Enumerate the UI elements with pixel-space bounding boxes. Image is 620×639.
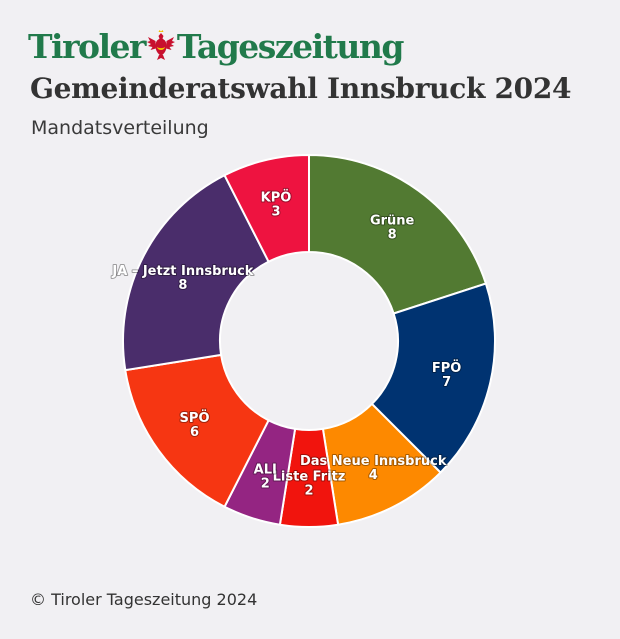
slice-label: Grüne bbox=[370, 214, 415, 229]
donut-slice bbox=[370, 282, 496, 474]
slice-label: Das Neue Innsbruck bbox=[300, 454, 447, 469]
chart-title: Gemeinderatswahl Innsbruck 2024 bbox=[30, 72, 572, 105]
slice-label: ALI bbox=[254, 463, 277, 478]
slice-label: JA – Jetzt Innsbruck bbox=[111, 264, 253, 279]
slice-value-label: 6 bbox=[190, 425, 199, 440]
chart-subtitle: Mandatsverteilung bbox=[31, 117, 209, 139]
slice-value-label: 8 bbox=[388, 228, 397, 243]
donut-slice bbox=[223, 153, 310, 264]
slice-value-label: 2 bbox=[304, 484, 313, 499]
copyright-footer: © Tiroler Tageszeitung 2024 bbox=[30, 590, 258, 609]
slice-label: Liste Fritz bbox=[273, 470, 346, 485]
slice-value-label: 4 bbox=[369, 468, 378, 483]
donut-slice bbox=[308, 153, 488, 315]
slice-label: KPÖ bbox=[261, 189, 292, 205]
slice-value-label: 7 bbox=[442, 375, 451, 390]
slice-value-label: 8 bbox=[178, 278, 187, 293]
tyrolean-eagle-icon bbox=[146, 30, 175, 60]
slice-label: SPÖ bbox=[180, 410, 210, 426]
slice-value-label: 2 bbox=[261, 477, 270, 492]
donut-slice bbox=[124, 353, 270, 509]
donut-slice bbox=[122, 173, 270, 372]
slice-value-label: 3 bbox=[271, 204, 280, 219]
brand-logo: Tiroler Tageszeitung bbox=[28, 24, 405, 68]
slice-label: FPÖ bbox=[432, 360, 461, 376]
brand-logo-text-left: Tiroler bbox=[28, 26, 146, 66]
brand-logo-text-right: Tageszeitung bbox=[176, 26, 405, 66]
